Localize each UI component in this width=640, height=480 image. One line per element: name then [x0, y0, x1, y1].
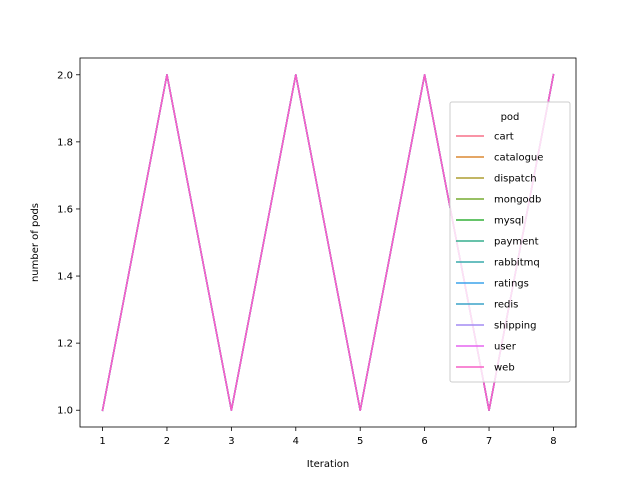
legend-title: pod	[501, 112, 520, 123]
legend-label-rabbitmq: rabbitmq	[494, 258, 540, 269]
y-axis-label: number of pods	[30, 203, 41, 282]
legend-label-catalogue: catalogue	[494, 153, 543, 164]
legend-label-dispatch: dispatch	[494, 174, 537, 185]
legend-label-ratings: ratings	[494, 279, 529, 290]
y-tick-label: 1.4	[57, 272, 73, 283]
x-tick-label: 7	[486, 436, 492, 447]
y-tick-label: 1.8	[57, 137, 73, 148]
x-axis-label: Iteration	[307, 459, 349, 470]
legend: pod cart catalogue dispatch mongodb mysql pay…	[449, 101, 571, 383]
legend-items: cart catalogue dispatch mongodb mysql payment…	[456, 132, 543, 374]
legend-label-redis: redis	[494, 300, 518, 311]
x-tick-label: 2	[164, 436, 170, 447]
legend-label-user: user	[494, 342, 517, 353]
x-tick-label: 5	[357, 436, 363, 447]
y-tick-label: 1.2	[57, 339, 73, 350]
x-tick-label: 4	[293, 436, 299, 447]
y-tick-label: 1.6	[57, 204, 73, 215]
plot-frame	[79, 57, 577, 428]
x-tick-label: 6	[421, 436, 427, 447]
y-axis-ticks: 1.0 1.2 1.4 1.6 1.8 2.0	[57, 70, 80, 417]
legend-label-mongodb: mongodb	[494, 195, 541, 206]
legend-label-shipping: shipping	[494, 321, 537, 332]
x-axis-ticks: 1 2 3 4 5 6 7 8	[99, 427, 557, 447]
x-tick-label: 3	[228, 436, 234, 447]
x-tick-label: 1	[99, 436, 105, 447]
x-tick-label: 8	[550, 436, 556, 447]
legend-box	[449, 101, 571, 383]
legend-label-web: web	[494, 363, 515, 374]
y-tick-label: 2.0	[57, 70, 73, 81]
legend-label-mysql: mysql	[494, 216, 524, 227]
legend-label-payment: payment	[494, 237, 539, 248]
legend-label-cart: cart	[494, 132, 514, 143]
y-tick-label: 1.0	[57, 406, 73, 417]
